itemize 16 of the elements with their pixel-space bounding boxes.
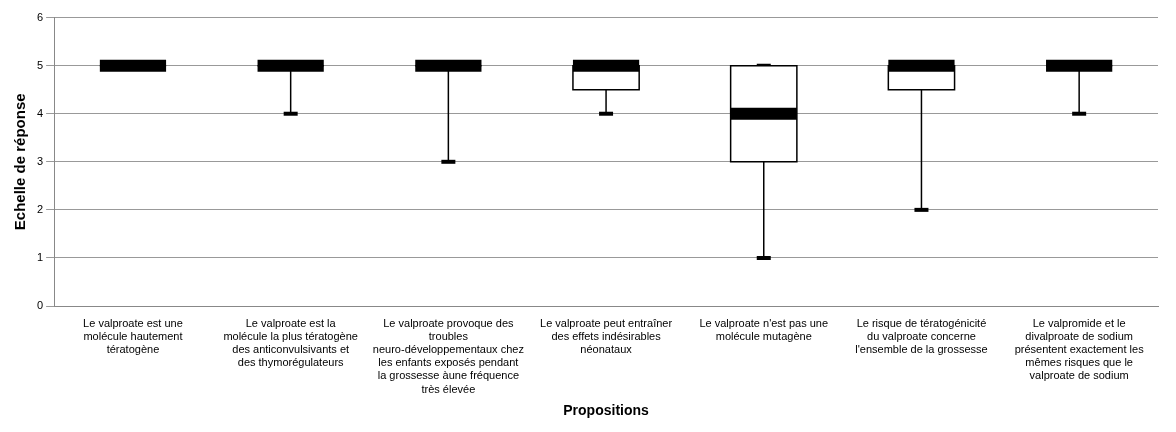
x-tick-label: Le valpromide et le divalproate de sodium présentent exactement les mêmes risques que le valproate de sodium (1014, 316, 1145, 382)
y-tick-label: 0 (36, 299, 44, 312)
y-tick-label: 5 (36, 58, 44, 71)
y-tick-label: 4 (36, 106, 44, 119)
y-tick-label: 3 (36, 154, 44, 167)
x-tick-label: Le valproate peut entraîner des effets indésirables néonataux (540, 316, 673, 356)
y-axis-title: Echelle de réponse (11, 93, 29, 231)
x-tick-label: Le risque de tératogénicité du valproate concerne l'ensemble de la grossesse (855, 316, 988, 356)
x-tick-label: Le valproate provoque des troubles neuro-développementaux chez les enfants exposés pendant la grossesse àune fréquence très élevée (372, 316, 524, 395)
x-tick-label: Le valproate est la molécule la plus tératogène des anticonvulsivants et des thymorégulateurs (223, 316, 358, 369)
y-tick-label: 1 (36, 250, 44, 263)
x-tick-label: Le valproate est une molécule hautement tératogène (83, 316, 183, 356)
y-tick-label: 2 (36, 202, 44, 215)
x-axis-title: Propositions (563, 402, 650, 419)
x-tick-label: Le valproate n'est pas une molécule mutagène (699, 316, 829, 342)
y-tick-label: 6 (36, 10, 44, 23)
